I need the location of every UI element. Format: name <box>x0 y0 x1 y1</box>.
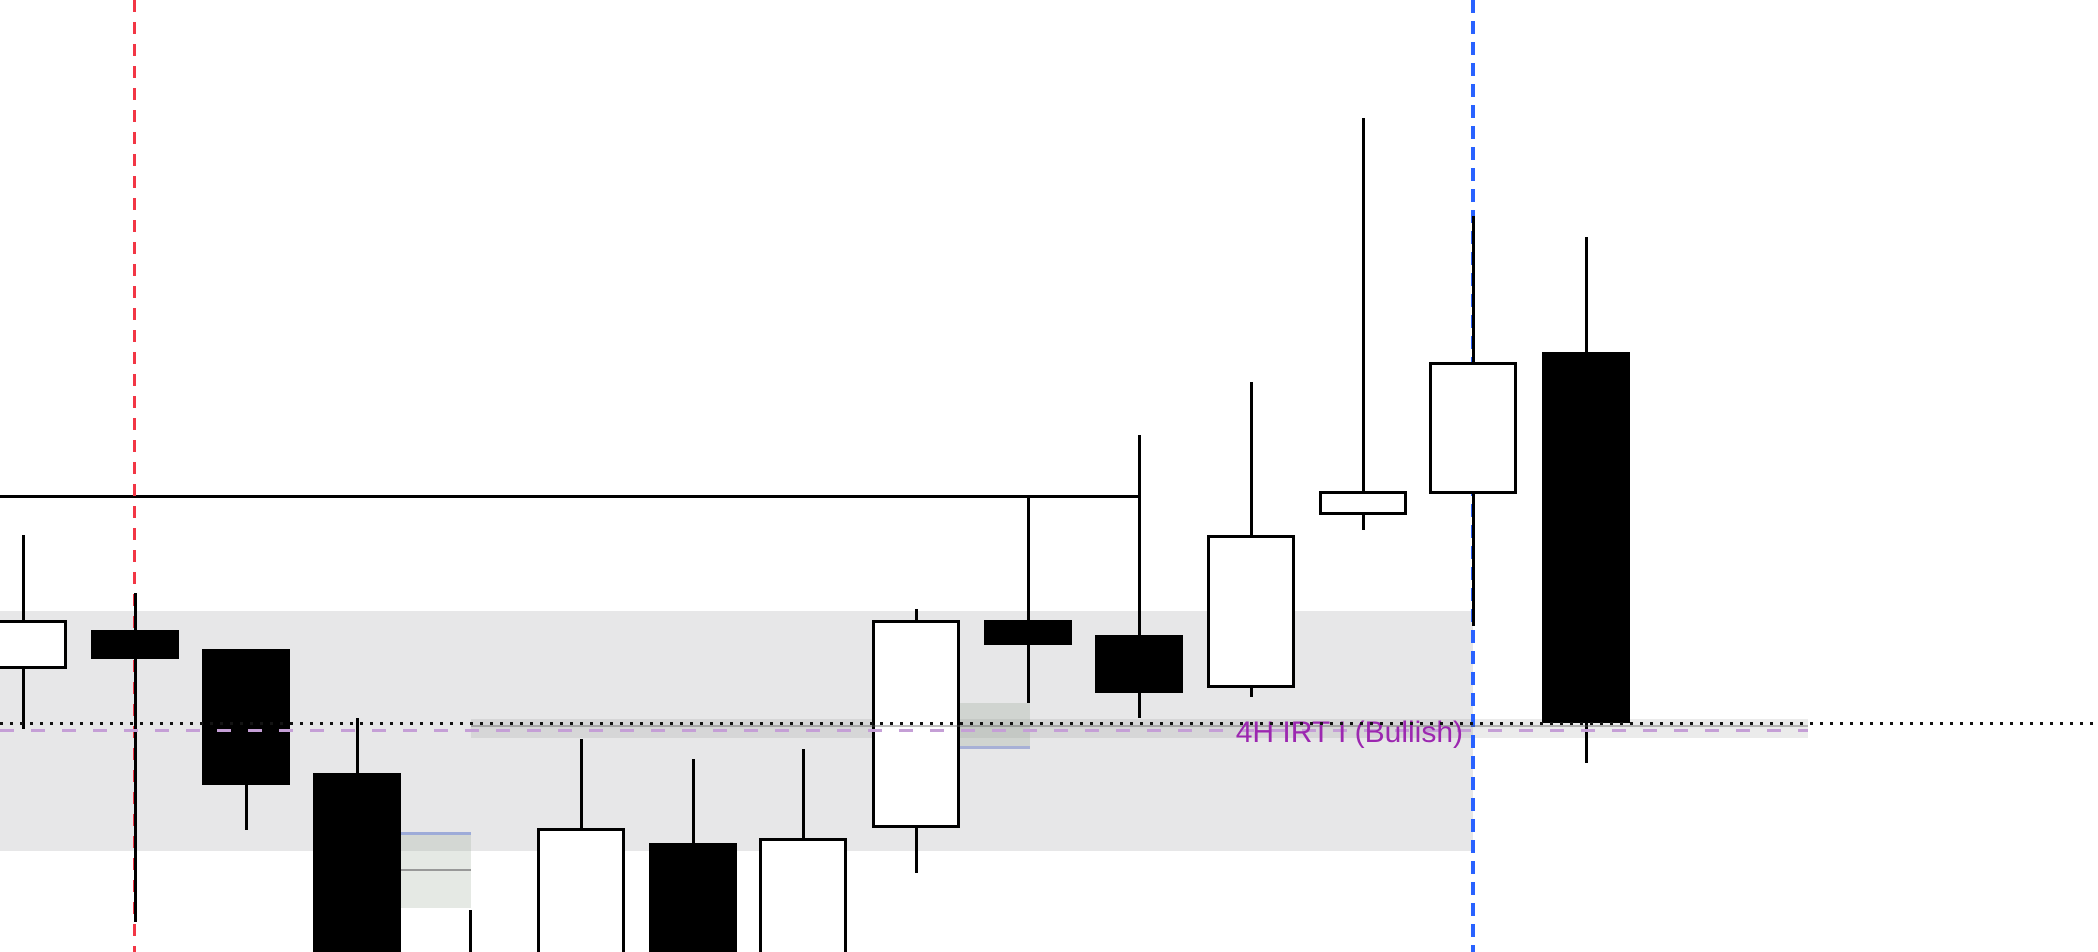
candle-body-bullish <box>1207 535 1295 688</box>
candle-wick <box>134 593 137 922</box>
candle-wick <box>1362 118 1365 530</box>
candle-body-bearish <box>649 843 737 952</box>
irt-mid-line <box>471 725 1808 727</box>
candle-body-bullish <box>759 838 847 952</box>
irt-dashed-line <box>0 729 1808 732</box>
candle-body-bearish <box>91 630 179 659</box>
order-block-box-mid <box>960 703 1030 749</box>
session-open-line <box>133 0 136 952</box>
candle-body-bearish <box>1095 635 1183 693</box>
order-block-box-left-divider <box>401 869 471 871</box>
candle-body-bullish <box>1319 491 1407 515</box>
candle-wick <box>1027 495 1030 703</box>
candle-body-bearish <box>984 620 1072 645</box>
candle-wick <box>469 910 472 952</box>
candle-body-bullish <box>1429 362 1517 494</box>
candle-wick <box>1138 435 1141 718</box>
candle-body-bearish <box>1542 352 1630 723</box>
candle-body-bullish <box>0 620 67 669</box>
structure-level-line <box>0 495 1139 498</box>
candle-body-bearish <box>313 773 401 952</box>
candle-body-bullish <box>537 828 625 952</box>
candle-body-bearish <box>202 649 290 785</box>
price-dotted-line <box>0 722 2098 725</box>
